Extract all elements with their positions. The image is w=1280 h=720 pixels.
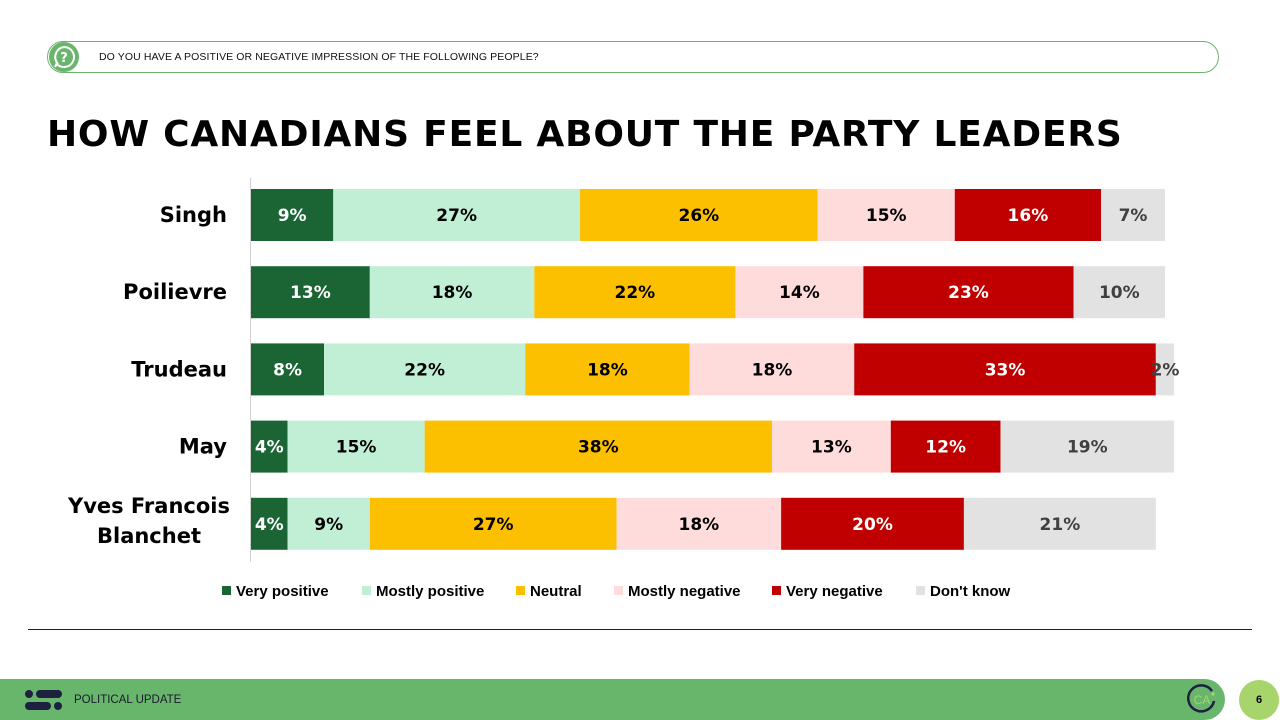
question-text: DO YOU HAVE A POSITIVE OR NEGATIVE IMPRE… [99,51,539,63]
bar-segment [251,266,370,319]
data-label: 22% [615,283,656,303]
bar-segment [616,497,782,550]
legend-swatch [614,586,623,595]
category-label: Singh [160,203,227,227]
data-label: 19% [1067,438,1108,458]
data-label: 27% [473,515,514,535]
data-label: 18% [679,515,720,535]
legend-swatch [222,586,231,595]
data-label: 8% [273,360,302,380]
bar-segment [534,266,736,319]
bar-segment [890,420,1001,473]
bar-segment [963,497,1156,550]
bar-segment [324,343,526,396]
data-label: 26% [679,206,720,226]
svg-text:CA: CA [1194,693,1211,707]
bar-segment [689,343,855,396]
abacus-logo-icon [25,690,62,710]
data-label: 4% [255,515,284,535]
stacked-bar-chart: Singh 9% 27% 26% 15% 16% 7% Poilievre 13% 18% 22% 1… [67,178,1180,600]
data-label: 13% [811,438,852,458]
category-label: May [179,435,227,459]
bar-segment [424,420,772,473]
data-label: 15% [866,206,907,226]
category-label: Yves Francois Blanchet [67,494,230,548]
data-label: 18% [752,360,793,380]
bar-segment [863,266,1074,319]
footer-bar [0,679,1225,720]
legend-label: Very positive [236,583,329,600]
data-label: 23% [948,283,989,303]
data-label: 20% [852,515,893,535]
bar-segment [580,189,818,241]
data-label: 27% [436,206,477,226]
data-label: 4% [255,438,284,458]
category-label: Trudeau [131,357,227,381]
bar-segment [333,189,581,241]
bar-segment [1073,266,1165,319]
data-label: 21% [1040,515,1081,535]
bar-segment [817,189,955,241]
bar-segment [1101,189,1165,241]
category-label: Poilievre [123,280,227,304]
legend-swatch [772,586,781,595]
divider [28,629,1252,630]
bar-segment [287,420,425,473]
bar-segment [369,497,617,550]
data-label: 14% [779,283,820,303]
footer-label: POLITICAL UPDATE [74,694,182,706]
legend-swatch [362,586,371,595]
bar-segment [369,266,535,319]
bar-segment [954,189,1102,241]
data-label: 10% [1099,283,1140,303]
data-label: 18% [432,283,473,303]
legend-swatch [516,586,525,595]
page-title: HOW CANADIANS FEEL ABOUT THE PARTY LEADE… [47,114,1123,155]
bar-segment [781,497,964,550]
data-label: 33% [985,360,1026,380]
bar-segment [251,189,334,241]
legend-label: Mostly negative [628,583,741,600]
legend-swatch [916,586,925,595]
data-label: 22% [404,360,445,380]
bar-segment [854,343,1156,396]
data-label: 2% [1151,360,1180,380]
data-label: 9% [314,515,343,535]
bar-segment [525,343,690,396]
bar-segment [251,420,288,473]
data-label: 38% [578,438,619,458]
data-label: 16% [1008,206,1049,226]
legend-label: Mostly positive [376,583,484,600]
bar-segment [251,343,325,396]
page-number: 6 [1239,680,1279,720]
bar-segment [1000,420,1175,473]
data-label: 15% [336,438,377,458]
legend-label: Neutral [530,583,582,600]
data-label: 18% [587,360,628,380]
bar-segment [1155,343,1175,396]
ca-logo-icon: CA [1187,684,1216,713]
bar-segment [287,497,370,550]
bar-segment [251,497,288,550]
question-banner [47,41,1219,73]
bar-segment [771,420,891,473]
data-label: 9% [278,206,307,226]
data-label: 12% [925,438,966,458]
legend-label: Don't know [930,583,1011,600]
question-chat-icon: ? [49,42,79,72]
data-label: 7% [1119,206,1148,226]
svg-text:?: ? [60,51,68,66]
bar-segment [735,266,864,319]
legend-label: Very negative [786,583,883,600]
data-label: 13% [290,283,331,303]
